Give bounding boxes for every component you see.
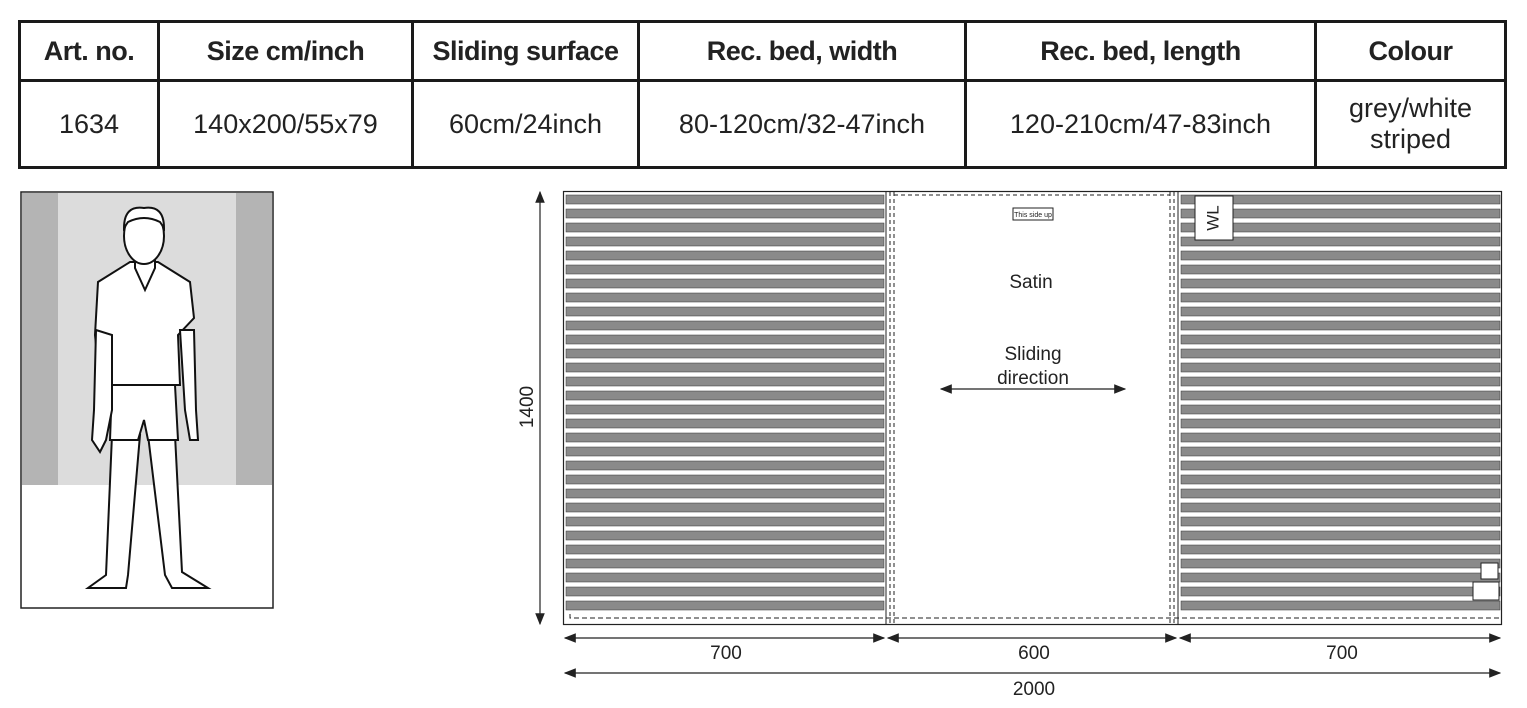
- direction-label: Sliding: [1004, 344, 1061, 365]
- dimension-label: 700: [1326, 643, 1358, 664]
- stripe: [1180, 474, 1501, 485]
- stripe: [565, 544, 885, 555]
- data-row: 1634 140x200/55x79 60cm/24inch 80-120cm/…: [18, 79, 1507, 169]
- stripe: [1180, 306, 1501, 317]
- stripe: [1180, 502, 1501, 513]
- label-text: This side up: [1014, 212, 1052, 219]
- spec-table: Art. no. Size cm/inch Sliding surface Re…: [18, 20, 1507, 169]
- stripe: [1180, 264, 1501, 275]
- stripe: [565, 278, 885, 289]
- cell: 60cm/24inch: [411, 79, 640, 169]
- tag: [1480, 562, 1499, 580]
- label-box: [1012, 207, 1054, 221]
- stripe: [565, 250, 885, 261]
- stripes: [565, 194, 1501, 611]
- dimension-label: 700: [710, 643, 742, 664]
- stripe: [1180, 446, 1501, 457]
- seams: [569, 192, 1500, 624]
- stripe: [1180, 376, 1501, 387]
- tag: [1472, 581, 1500, 601]
- stripe: [565, 432, 885, 443]
- direction-label: direction: [997, 368, 1069, 389]
- stripe: [565, 348, 885, 359]
- stripe: [565, 474, 885, 485]
- stripe: [565, 418, 885, 429]
- header-cell: Rec. bed, width: [637, 20, 967, 82]
- header-cell: Art. no.: [18, 20, 160, 82]
- person-illustration: [20, 191, 274, 609]
- stripe: [565, 362, 885, 373]
- stripe: [1180, 250, 1501, 261]
- stripe: [565, 530, 885, 541]
- stripe: [565, 292, 885, 303]
- stripe: [1180, 460, 1501, 471]
- stripe: [1180, 586, 1501, 597]
- cell: 120-210cm/47-83inch: [964, 79, 1317, 169]
- header-cell: Sliding surface: [411, 20, 640, 82]
- stripe: [1180, 418, 1501, 429]
- dimension-lines: [535, 190, 1502, 678]
- stripe: [1180, 362, 1501, 373]
- cell: grey/white striped: [1314, 79, 1507, 169]
- stripe: [1180, 488, 1501, 499]
- stripe: [1180, 194, 1501, 205]
- label-text: WL: [1203, 205, 1222, 231]
- stripe: [1180, 432, 1501, 443]
- stripe: [565, 264, 885, 275]
- stripe: [565, 502, 885, 513]
- header-cell: Size cm/inch: [157, 20, 414, 82]
- stripe: [1180, 320, 1501, 331]
- stripe: [565, 558, 885, 569]
- stripe: [565, 222, 885, 233]
- stripe: [565, 376, 885, 387]
- stripe: [1180, 208, 1501, 219]
- header-cell: Colour: [1314, 20, 1507, 82]
- stripe: [565, 194, 885, 205]
- stripe: [1180, 236, 1501, 247]
- dimension-label: 600: [1018, 643, 1050, 664]
- material-label: Satin: [1009, 272, 1052, 293]
- stripe: [565, 516, 885, 527]
- stripe: [1180, 600, 1501, 611]
- stripe: [1180, 278, 1501, 289]
- stripe: [1180, 222, 1501, 233]
- stripe: [1180, 390, 1501, 401]
- stripe: [565, 208, 885, 219]
- stripe: [565, 586, 885, 597]
- stripe: [565, 572, 885, 583]
- stripe: [565, 236, 885, 247]
- stripe: [1180, 404, 1501, 415]
- dimension-label: 1400: [517, 386, 538, 428]
- stripe: [1180, 572, 1501, 583]
- stripe: [565, 334, 885, 345]
- stripe: [565, 390, 885, 401]
- stripe: [1180, 530, 1501, 541]
- stripe: [1180, 292, 1501, 303]
- header-row: Art. no. Size cm/inch Sliding surface Re…: [18, 20, 1507, 82]
- stripe: [1180, 334, 1501, 345]
- cell: 1634: [18, 79, 160, 169]
- header-cell: Rec. bed, length: [964, 20, 1317, 82]
- stripe: [565, 600, 885, 611]
- stripe: [1180, 516, 1501, 527]
- stripe: [565, 460, 885, 471]
- stripe: [1180, 544, 1501, 555]
- label-box: [1194, 195, 1234, 241]
- cell: 80-120cm/32-47inch: [637, 79, 967, 169]
- stripe: [1180, 348, 1501, 359]
- stripe: [565, 446, 885, 457]
- stripe: [565, 320, 885, 331]
- cell: 140x200/55x79: [157, 79, 414, 169]
- stripe: [1180, 558, 1501, 569]
- stripe: [565, 404, 885, 415]
- stripe: [565, 306, 885, 317]
- dimension-label: 2000: [1013, 679, 1055, 700]
- stripe: [565, 488, 885, 499]
